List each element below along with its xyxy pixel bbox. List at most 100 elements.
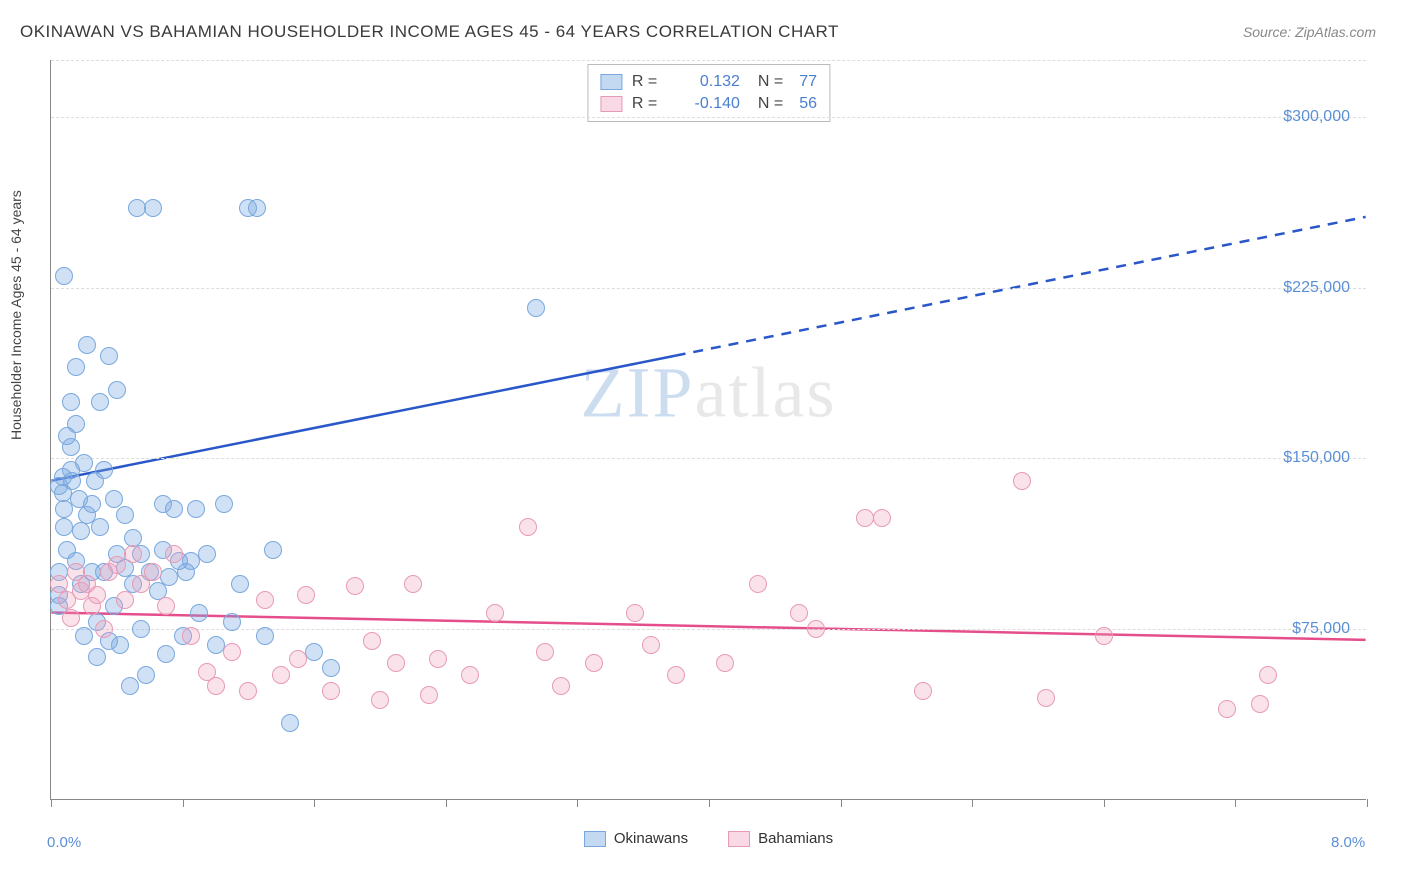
data-point bbox=[807, 620, 825, 638]
legend-label: Okinawans bbox=[614, 830, 688, 847]
data-point bbox=[116, 506, 134, 524]
x-tick bbox=[1104, 799, 1105, 807]
data-point bbox=[223, 643, 241, 661]
data-point bbox=[873, 509, 891, 527]
r-label: R = bbox=[632, 95, 666, 113]
y-tick-label: $75,000 bbox=[1292, 620, 1350, 638]
data-point bbox=[75, 454, 93, 472]
trend-line bbox=[51, 356, 675, 481]
data-point bbox=[108, 556, 126, 574]
data-point bbox=[552, 677, 570, 695]
data-point bbox=[55, 518, 73, 536]
x-tick bbox=[1235, 799, 1236, 807]
data-point bbox=[231, 575, 249, 593]
source-attrib: Source: ZipAtlas.com bbox=[1243, 24, 1376, 40]
data-point bbox=[387, 654, 405, 672]
data-point bbox=[420, 686, 438, 704]
data-point bbox=[248, 199, 266, 217]
data-point bbox=[215, 495, 233, 513]
x-tick-label: 0.0% bbox=[47, 834, 81, 851]
data-point bbox=[83, 495, 101, 513]
swatch-blue-icon bbox=[600, 74, 622, 90]
gridline bbox=[51, 458, 1366, 459]
legend-item-bahamians: Bahamians bbox=[728, 830, 833, 847]
data-point bbox=[182, 552, 200, 570]
legend-correlation: R = 0.132 N = 77 R = -0.140 N = 56 bbox=[587, 64, 830, 122]
data-point bbox=[165, 500, 183, 518]
data-point bbox=[67, 415, 85, 433]
n-value-okinawans: 77 bbox=[799, 73, 817, 91]
legend-row-okinawans: R = 0.132 N = 77 bbox=[600, 71, 817, 93]
data-point bbox=[182, 627, 200, 645]
data-point bbox=[461, 666, 479, 684]
data-point bbox=[667, 666, 685, 684]
data-point bbox=[289, 650, 307, 668]
data-point bbox=[91, 518, 109, 536]
data-point bbox=[536, 643, 554, 661]
data-point bbox=[642, 636, 660, 654]
data-point bbox=[160, 568, 178, 586]
data-point bbox=[585, 654, 603, 672]
chart-container: OKINAWAN VS BAHAMIAN HOUSEHOLDER INCOME … bbox=[0, 0, 1406, 892]
data-point bbox=[346, 577, 364, 595]
data-point bbox=[95, 620, 113, 638]
watermark-zip: ZIP bbox=[581, 352, 695, 432]
y-tick-label: $225,000 bbox=[1283, 279, 1350, 297]
data-point bbox=[716, 654, 734, 672]
trend-line bbox=[676, 217, 1366, 356]
data-point bbox=[108, 381, 126, 399]
x-tick bbox=[972, 799, 973, 807]
data-point bbox=[144, 563, 162, 581]
data-point bbox=[404, 575, 422, 593]
n-label: N = bbox=[758, 73, 783, 91]
data-point bbox=[128, 199, 146, 217]
y-tick-label: $300,000 bbox=[1283, 108, 1350, 126]
data-point bbox=[1095, 627, 1113, 645]
r-value-okinawans: 0.132 bbox=[676, 73, 740, 91]
data-point bbox=[91, 393, 109, 411]
data-point bbox=[305, 643, 323, 661]
gridline bbox=[51, 629, 1366, 630]
data-point bbox=[281, 714, 299, 732]
x-tick bbox=[446, 799, 447, 807]
data-point bbox=[1218, 700, 1236, 718]
data-point bbox=[67, 358, 85, 376]
data-point bbox=[88, 648, 106, 666]
x-tick bbox=[577, 799, 578, 807]
data-point bbox=[75, 627, 93, 645]
data-point bbox=[207, 636, 225, 654]
gridline bbox=[51, 60, 1366, 61]
source-prefix: Source: bbox=[1243, 24, 1295, 40]
data-point bbox=[62, 393, 80, 411]
data-point bbox=[88, 586, 106, 604]
data-point bbox=[78, 336, 96, 354]
data-point bbox=[105, 490, 123, 508]
data-point bbox=[165, 545, 183, 563]
y-tick-label: $150,000 bbox=[1283, 449, 1350, 467]
data-point bbox=[116, 591, 134, 609]
data-point bbox=[157, 597, 175, 615]
watermark: ZIPatlas bbox=[581, 351, 837, 434]
legend-label: Bahamians bbox=[758, 830, 833, 847]
data-point bbox=[223, 613, 241, 631]
data-point bbox=[62, 609, 80, 627]
data-point bbox=[519, 518, 537, 536]
data-point bbox=[256, 627, 274, 645]
data-point bbox=[1251, 695, 1269, 713]
r-value-bahamians: -0.140 bbox=[676, 95, 740, 113]
n-label: N = bbox=[758, 95, 783, 113]
data-point bbox=[187, 500, 205, 518]
data-point bbox=[137, 666, 155, 684]
x-tick bbox=[709, 799, 710, 807]
x-tick bbox=[841, 799, 842, 807]
data-point bbox=[856, 509, 874, 527]
watermark-atlas: atlas bbox=[695, 352, 837, 432]
data-point bbox=[256, 591, 274, 609]
data-point bbox=[63, 472, 81, 490]
data-point bbox=[198, 545, 216, 563]
chart-title: OKINAWAN VS BAHAMIAN HOUSEHOLDER INCOME … bbox=[20, 22, 839, 42]
data-point bbox=[297, 586, 315, 604]
gridline bbox=[51, 117, 1366, 118]
data-point bbox=[72, 522, 90, 540]
data-point bbox=[264, 541, 282, 559]
